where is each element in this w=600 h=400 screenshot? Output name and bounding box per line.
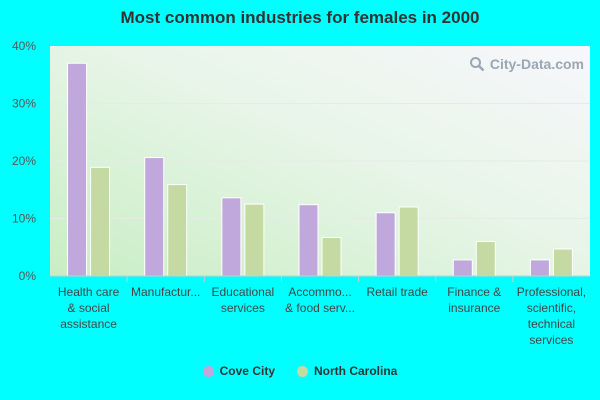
bar-north-carolina bbox=[90, 166, 111, 277]
bar-cove-city bbox=[375, 212, 396, 277]
x-category-label: Manufactur... bbox=[131, 285, 200, 299]
legend-swatch-north-carolina bbox=[297, 365, 308, 377]
y-tick-label: 40% bbox=[12, 39, 36, 53]
x-category-label: Health care & social assistance bbox=[58, 285, 120, 331]
bar-cove-city bbox=[452, 259, 473, 277]
y-tick-label: 30% bbox=[12, 97, 36, 111]
watermark-text: City-Data.com bbox=[489, 56, 584, 72]
x-category-label: Accommo... & food serv... bbox=[285, 285, 355, 315]
legend-label-cove-city: Cove City bbox=[219, 364, 275, 378]
y-tick-label: 20% bbox=[12, 154, 36, 168]
bar-cove-city bbox=[529, 259, 550, 277]
bar-north-carolina bbox=[321, 236, 342, 277]
chart-title: Most common industries for females in 20… bbox=[120, 8, 480, 27]
y-tick-label: 10% bbox=[12, 212, 36, 226]
legend: Cove City North Carolina bbox=[0, 364, 600, 378]
bar-cove-city bbox=[221, 197, 242, 277]
bar-north-carolina bbox=[475, 241, 496, 277]
bar-north-carolina bbox=[398, 206, 419, 277]
legend-item-cove-city: Cove City bbox=[202, 364, 275, 378]
bar-cove-city bbox=[144, 157, 165, 277]
y-tick-label: 0% bbox=[19, 269, 37, 283]
bar-cove-city bbox=[67, 62, 88, 277]
x-category-label: Educational services bbox=[211, 285, 274, 315]
legend-label-north-carolina: North Carolina bbox=[314, 364, 398, 378]
legend-swatch-cove-city bbox=[202, 365, 214, 377]
magnifier-icon bbox=[469, 57, 485, 72]
bar-north-carolina bbox=[167, 184, 188, 277]
legend-item-north-carolina: North Carolina bbox=[297, 364, 397, 378]
x-category-label: Professional, scientific, technical service… bbox=[517, 285, 586, 347]
watermark: City-Data.com bbox=[469, 56, 584, 72]
bar-north-carolina bbox=[244, 203, 265, 277]
x-category-label: Finance & insurance bbox=[447, 285, 501, 315]
bar-cove-city bbox=[298, 204, 319, 277]
bar-north-carolina bbox=[552, 248, 573, 277]
x-category-label: Retail trade bbox=[366, 285, 428, 299]
